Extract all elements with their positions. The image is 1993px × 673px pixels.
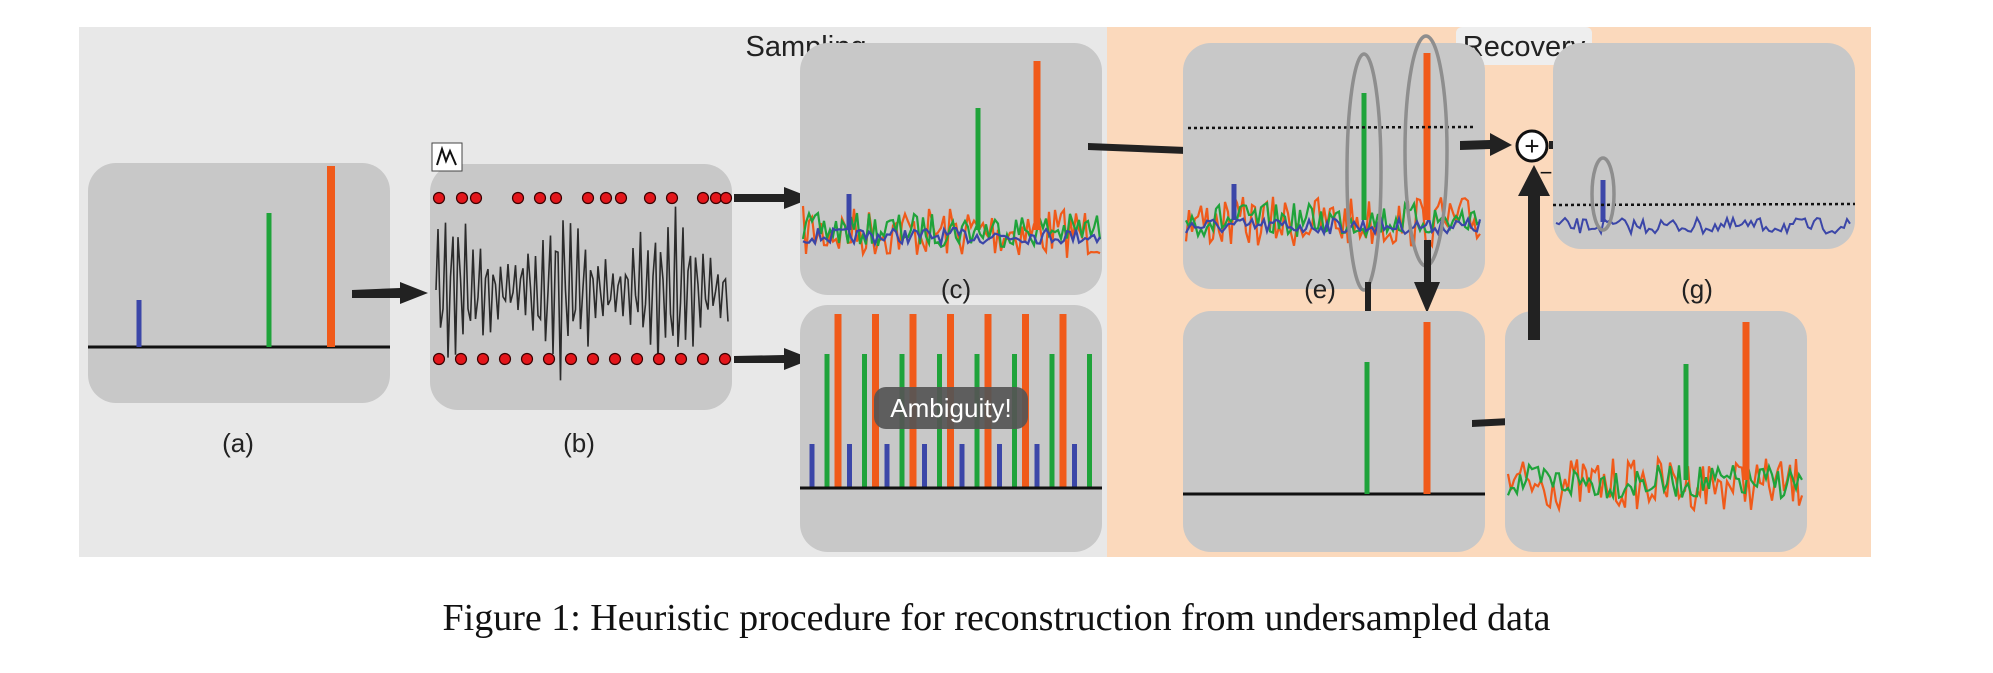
- panel-detected-peaks: [1183, 311, 1485, 552]
- sample-dot: [455, 191, 469, 205]
- figure-1: Sampling Recovery (a) (b) (c) Ambiguity!: [79, 27, 1871, 557]
- panel-b-top-samples: [432, 191, 733, 205]
- panel-b-label: (b): [563, 428, 595, 458]
- panel-c: [800, 43, 1102, 295]
- sample-dot: [718, 352, 732, 366]
- sample-dot: [674, 352, 688, 366]
- panel-reconstructed: [1505, 311, 1807, 552]
- panel-b-bottom-samples: [432, 352, 732, 366]
- sample-dot: [652, 352, 666, 366]
- sample-dot: [476, 352, 490, 366]
- arrow-e-orange-down: [1414, 240, 1440, 313]
- sample-dot: [432, 191, 446, 205]
- ambiguity-badge: [874, 387, 1028, 429]
- panel-b-time-signal: [435, 206, 729, 381]
- panel-c-blue-spectrum: [802, 226, 1101, 248]
- figure-caption: Figure 1: Heuristic procedure for recons…: [442, 597, 1551, 639]
- sample-dot: [665, 191, 679, 205]
- panel-a: [88, 163, 390, 403]
- panel-b: [430, 164, 732, 410]
- panel-e: [1183, 43, 1485, 289]
- panel-g-blue-peak-highlight: [1590, 156, 1616, 232]
- sample-dot: [630, 352, 644, 366]
- sample-dot: [643, 191, 657, 205]
- sample-dot: [586, 352, 600, 366]
- sample-dot: [696, 352, 710, 366]
- arrow-b-to-ambiguity: [734, 348, 812, 370]
- arrow-a-to-b: [352, 282, 428, 304]
- panel-a-label: (a): [222, 428, 254, 458]
- sample-dot: [564, 352, 578, 366]
- summation-minus: −: [1540, 160, 1553, 185]
- arrow-b-to-c: [734, 187, 812, 209]
- sample-dot: [520, 352, 534, 366]
- panel-c-label: (c): [941, 274, 971, 304]
- summation-plus: +: [1524, 131, 1539, 161]
- panel-g-label: (g): [1681, 274, 1713, 304]
- panel-e-label: (e): [1304, 274, 1336, 304]
- panel-g-threshold: [1552, 202, 1856, 207]
- panel-reconstructed-green-spectrum: [1506, 462, 1803, 501]
- panel-e-blue-spectrum: [1185, 214, 1482, 237]
- sample-dot: [549, 191, 563, 205]
- sample-dot: [614, 191, 628, 205]
- sample-dot: [719, 191, 733, 205]
- panel-e-green-peak-highlight: [1345, 52, 1383, 292]
- sample-dot: [511, 191, 525, 205]
- sampling-pattern-icon: [431, 142, 463, 172]
- panel-g: [1553, 43, 1855, 249]
- arrow-e-to-sum: [1460, 133, 1512, 156]
- sample-dot: [608, 352, 622, 366]
- sample-dot: [432, 352, 446, 366]
- arrow-reconstructed-up: [1518, 165, 1550, 340]
- sample-dot: [533, 191, 547, 205]
- sample-dot: [599, 191, 613, 205]
- sample-dot: [498, 352, 512, 366]
- panel-c-green-spectrum: [801, 210, 1102, 249]
- sample-dot: [454, 352, 468, 366]
- summation-node: [1515, 129, 1549, 163]
- sample-dot: [581, 191, 595, 205]
- sample-dot: [696, 191, 710, 205]
- ambiguity-text: Ambiguity!: [890, 393, 1011, 423]
- sample-dot: [542, 352, 556, 366]
- sample-dot: [469, 191, 483, 205]
- sample-dot: [709, 191, 723, 205]
- panel-reconstructed-orange-spectrum: [1506, 454, 1804, 514]
